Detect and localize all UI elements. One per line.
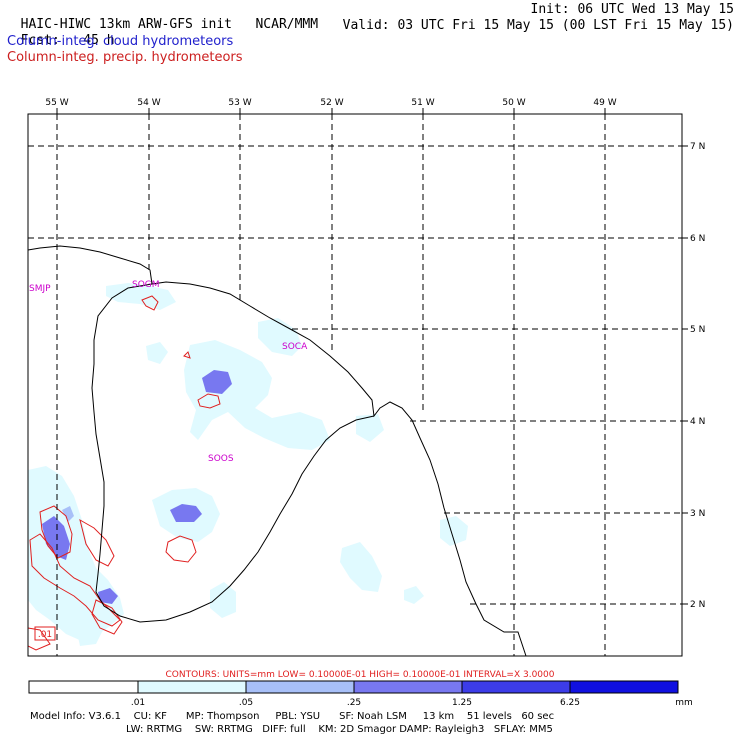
model-info-line2: LW: RRTMG SW: RRTMG DIFF: full KM: 2D Sm…	[126, 724, 553, 735]
contour-marker-label: .01	[38, 630, 52, 640]
lat-label: 2 N	[690, 600, 705, 610]
field-precip-label: Column-integ. precip. hydrometeors	[7, 50, 243, 65]
latlon-grid	[28, 114, 682, 656]
lat-labels: 7 N 6 N 5 N 4 N 3 N 2 N	[690, 142, 705, 610]
threshold-label: 1.25	[452, 698, 472, 708]
lon-label: 52 W	[320, 98, 343, 108]
threshold-label: .05	[239, 698, 253, 708]
threshold-label: .01	[131, 698, 145, 708]
coastline	[27, 245, 527, 657]
lon-label: 50 W	[502, 98, 525, 108]
color-bar-bin	[245, 680, 355, 694]
station-label: SOCA	[282, 342, 308, 352]
fcst-label: Fcst:	[20, 33, 60, 48]
init-time: Init: 06 UTC Wed 13 May 15	[530, 2, 735, 17]
color-bar-bin	[461, 680, 571, 694]
lon-label: 49 W	[593, 98, 616, 108]
lon-labels: 55 W 54 W 53 W 52 W 51 W 50 W 49 W	[45, 98, 616, 108]
field-cloud-label: Column-integ. cloud hydrometeors	[7, 34, 234, 49]
station-label: SOGM	[132, 280, 160, 290]
color-bar-bin	[137, 680, 247, 694]
stations: SMJP SOGM SOCA SOOS	[29, 280, 308, 464]
units-label: mm	[675, 698, 693, 708]
contour-marker-box	[34, 626, 56, 641]
threshold-label: 6.25	[560, 698, 580, 708]
color-bar-bin	[569, 680, 679, 694]
lat-label: 5 N	[690, 325, 705, 335]
lon-label: 54 W	[137, 98, 160, 108]
lat-label: 4 N	[690, 417, 705, 427]
lat-label: 6 N	[690, 234, 705, 244]
lat-label: 7 N	[690, 142, 705, 152]
model-info-line1: Model Info: V3.6.1 CU: KF MP: Thompson P…	[30, 711, 555, 722]
map-frame	[27, 113, 683, 657]
color-bar	[28, 680, 679, 694]
color-bar-bin	[353, 680, 463, 694]
lat-label: 3 N	[690, 509, 705, 519]
cloud-shading-dark	[42, 370, 232, 604]
valid-time: Valid: 03 UTC Fri 15 May 15 (00 LST Fri …	[342, 18, 734, 33]
org-label: NCAR/MMM	[255, 17, 319, 32]
lon-label: 55 W	[45, 98, 68, 108]
contours-info: CONTOURS: UNITS=mm LOW= 0.10000E-01 HIGH…	[166, 670, 555, 680]
lon-label: 53 W	[228, 98, 251, 108]
color-bar-labels: .01 .05 .25 1.25 6.25 mm	[131, 698, 693, 708]
model-title: HAIC-HIWC 13km ARW-GFS init	[20, 17, 232, 32]
axis-ticks	[56, 108, 688, 605]
threshold-label: .25	[347, 698, 361, 708]
station-label: SMJP	[29, 284, 51, 294]
fcst-value: 45 h	[83, 33, 115, 48]
lon-label: 51 W	[411, 98, 434, 108]
color-bar-bin	[28, 680, 139, 694]
station-label: SOOS	[208, 454, 234, 464]
